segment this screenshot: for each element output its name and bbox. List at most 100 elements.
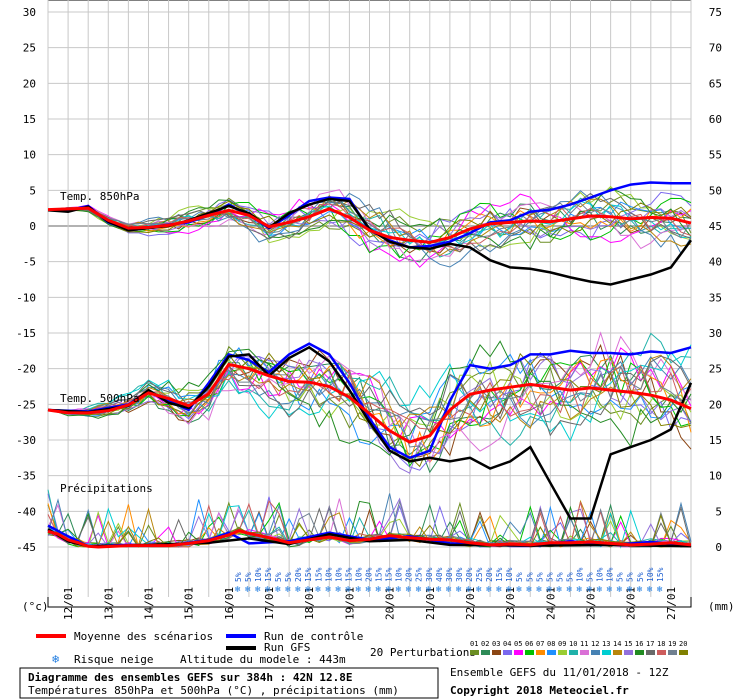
left-tick-label: 30 — [23, 6, 36, 19]
snow-pct-label: 20% — [405, 567, 414, 582]
snow-pct-label: 5% — [565, 572, 574, 582]
series-line-t850 — [47, 206, 692, 244]
snowflake-icon: ❄ — [376, 585, 382, 595]
snowflake-icon: ❄ — [607, 585, 613, 595]
snow-pct-label: 10% — [596, 567, 605, 582]
x-tick-label: 18/01 — [303, 587, 316, 620]
x-tick-label: 21/01 — [424, 587, 437, 620]
perturbation-swatch — [547, 650, 556, 655]
snow-pct-label: 5% — [284, 572, 293, 582]
perturbation-line-850 — [47, 191, 692, 248]
perturbation-number: 18 — [657, 640, 665, 648]
copyright: Copyright 2018 Meteociel.fr — [450, 684, 629, 697]
x-tick-label: 15/01 — [183, 587, 196, 620]
snowflake-icon: ❄ — [576, 585, 582, 595]
snow-pct-label: 30% — [445, 567, 454, 582]
perturbation-swatch — [558, 650, 567, 655]
perturbation-number: 02 — [481, 640, 489, 648]
perturbation-number: 17 — [646, 640, 654, 648]
snowflake-icon: ❄ — [647, 585, 653, 595]
right-tick-label: 15 — [709, 434, 722, 447]
snow-pct-label: 10% — [575, 567, 584, 582]
snow-pct-label: 15% — [314, 567, 323, 582]
perturbation-line-850 — [47, 192, 692, 253]
snowflake-icon: ❄ — [546, 585, 552, 595]
label-t500: Temp. 500hPa — [60, 392, 139, 405]
snowflake-icon: ❄ — [446, 585, 452, 595]
x-tick-label: 13/01 — [102, 587, 115, 620]
snowflake-icon: ❄ — [486, 585, 492, 595]
snow-pct-label: 15% — [344, 567, 353, 582]
x-tick-label: 17/01 — [263, 587, 276, 620]
left-tick-label: -45 — [16, 541, 36, 554]
perturbation-swatch — [525, 650, 534, 655]
snowflake-icon: ❄ — [506, 585, 512, 595]
snow-pct-label: 5% — [244, 572, 253, 582]
snowflake-icon: ❄ — [556, 585, 562, 595]
x-tick-label: 25/01 — [585, 587, 598, 620]
right-tick-label: 0 — [715, 541, 722, 554]
perturbation-number: 19 — [668, 640, 676, 648]
snowflake-icon: ❄ — [386, 585, 392, 595]
perturbation-number: 11 — [580, 640, 588, 648]
snowflake-icon: ❄ — [627, 585, 633, 595]
perturbation-swatch — [492, 650, 501, 655]
snowflake-icon: ❄ — [516, 585, 522, 595]
snowflake-icon: ❄ — [315, 585, 321, 595]
snow-pct-label: 10% — [334, 567, 343, 582]
perturbation-swatches: 01 02 03 04 05 06 07 08 09 10 11 12 13 14 15 16 17 18 19 20 — [470, 640, 688, 655]
snow-pct-label: 10% — [395, 567, 404, 582]
snowflake-icon: ❄ — [52, 652, 59, 666]
snowflake-icon: ❄ — [255, 585, 261, 595]
perturbation-number: 13 — [602, 640, 610, 648]
snowflake-icon: ❄ — [265, 585, 271, 595]
snowflake-icon: ❄ — [335, 585, 341, 595]
legend-label-snow: Risque neige — [74, 653, 153, 666]
left-tick-label: -25 — [16, 398, 36, 411]
snowflake-icon: ❄ — [426, 585, 432, 595]
perturbation-swatch — [624, 650, 633, 655]
chart-title: Diagramme des ensembles GEFS sur 384h : … — [28, 671, 353, 684]
right-tick-label: 65 — [709, 77, 722, 90]
right-tick-label: 40 — [709, 256, 722, 269]
perturbation-swatch — [591, 650, 600, 655]
right-tick-label: 30 — [709, 327, 722, 340]
snow-pct-label: 10% — [354, 567, 363, 582]
snow-pct-label: 25% — [415, 567, 424, 582]
legend-label-gfs: Run GFS — [264, 641, 310, 654]
perturbation-number: 03 — [492, 640, 500, 648]
perturbation-line-850 — [47, 189, 692, 263]
chart-subtitle: Températures 850hPa et 500hPa (°C) , pré… — [28, 684, 399, 697]
left-tick-label: -20 — [16, 363, 36, 376]
snow-pct-label: 5% — [636, 572, 645, 582]
legend: Moyenne des scénarios Run de contrôle Ru… — [36, 630, 688, 666]
snowflake-icon: ❄ — [496, 585, 502, 595]
x-tick-label: 22/01 — [464, 587, 477, 620]
snow-pct-label: 5% — [525, 572, 534, 582]
snow-pct-label: 10% — [606, 567, 615, 582]
right-tick-label: 20 — [709, 398, 722, 411]
snow-pct-label: 30% — [425, 567, 434, 582]
right-tick-label: 35 — [709, 291, 722, 304]
x-tick-label: 27/01 — [665, 587, 678, 620]
snow-pct-label: 5% — [515, 572, 524, 582]
perturbation-number: 12 — [591, 640, 599, 648]
snowflake-icon: ❄ — [305, 585, 311, 595]
left-tick-label: -30 — [16, 434, 36, 447]
perturbation-line-850 — [47, 190, 692, 268]
snowflake-icon: ❄ — [245, 585, 251, 595]
left-tick-label: 0 — [29, 220, 36, 233]
perturbation-number: 14 — [613, 640, 621, 648]
x-tick-label: 20/01 — [384, 587, 397, 620]
left-tick-label: 25 — [23, 42, 36, 55]
snowflake-icon: ❄ — [285, 585, 291, 595]
left-axis-unit: (°c) — [22, 600, 49, 613]
right-tick-label: 50 — [709, 184, 722, 197]
perturbation-number: 15 — [624, 640, 632, 648]
x-tick-label: 12/01 — [62, 587, 75, 620]
x-tick-label: 24/01 — [544, 587, 557, 620]
left-tick-label: -15 — [16, 327, 36, 340]
snow-pct-label: 5% — [545, 572, 554, 582]
right-tick-label: 75 — [709, 6, 722, 19]
